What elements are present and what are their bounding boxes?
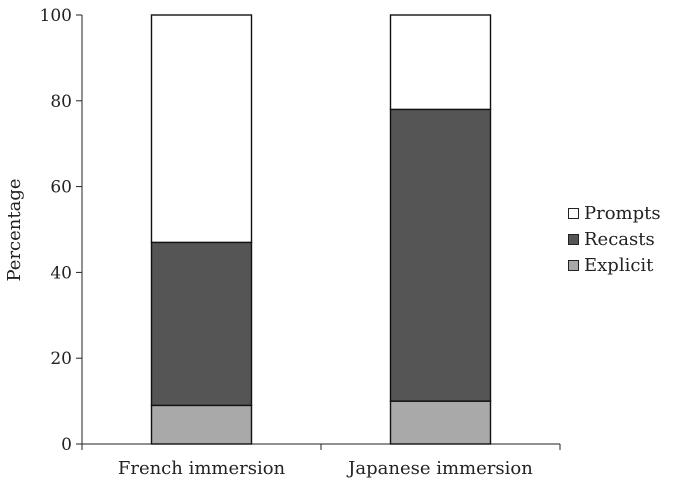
y-tick-label: 60	[50, 178, 72, 198]
y-tick-label: 100	[40, 6, 72, 26]
legend-swatch	[568, 259, 579, 271]
legend: Prompts Recasts Explicit	[568, 200, 661, 278]
legend-label: Explicit	[584, 254, 654, 276]
y-axis: 0 20 40 60 80 100	[40, 6, 83, 455]
y-tick-label: 20	[50, 349, 72, 369]
bar-explicit-1	[150, 404, 253, 445]
y-axis-title: Percentage	[4, 178, 25, 281]
legend-label: Recasts	[584, 228, 655, 250]
x-axis: French immersion Japanese immersion	[81, 443, 561, 479]
legend-item-explicit: Explicit	[568, 252, 661, 278]
bars	[150, 14, 492, 445]
y-tick-label: 40	[50, 263, 72, 283]
legend-label: Prompts	[584, 202, 661, 224]
bar-explicit-2	[389, 400, 492, 445]
x-category-label: Japanese immersion	[346, 458, 533, 479]
bar-recasts-2	[389, 108, 492, 402]
bar-prompts-1	[150, 14, 253, 244]
bar-prompts-2	[389, 14, 492, 111]
y-tick-label: 80	[50, 92, 72, 112]
bar-recasts-1	[150, 241, 253, 407]
legend-swatch	[568, 233, 579, 245]
legend-swatch	[568, 207, 579, 219]
y-tick-label: 0	[61, 435, 72, 455]
legend-item-prompts: Prompts	[568, 200, 661, 226]
legend-item-recasts: Recasts	[568, 226, 661, 252]
x-category-label: French immersion	[118, 458, 286, 479]
